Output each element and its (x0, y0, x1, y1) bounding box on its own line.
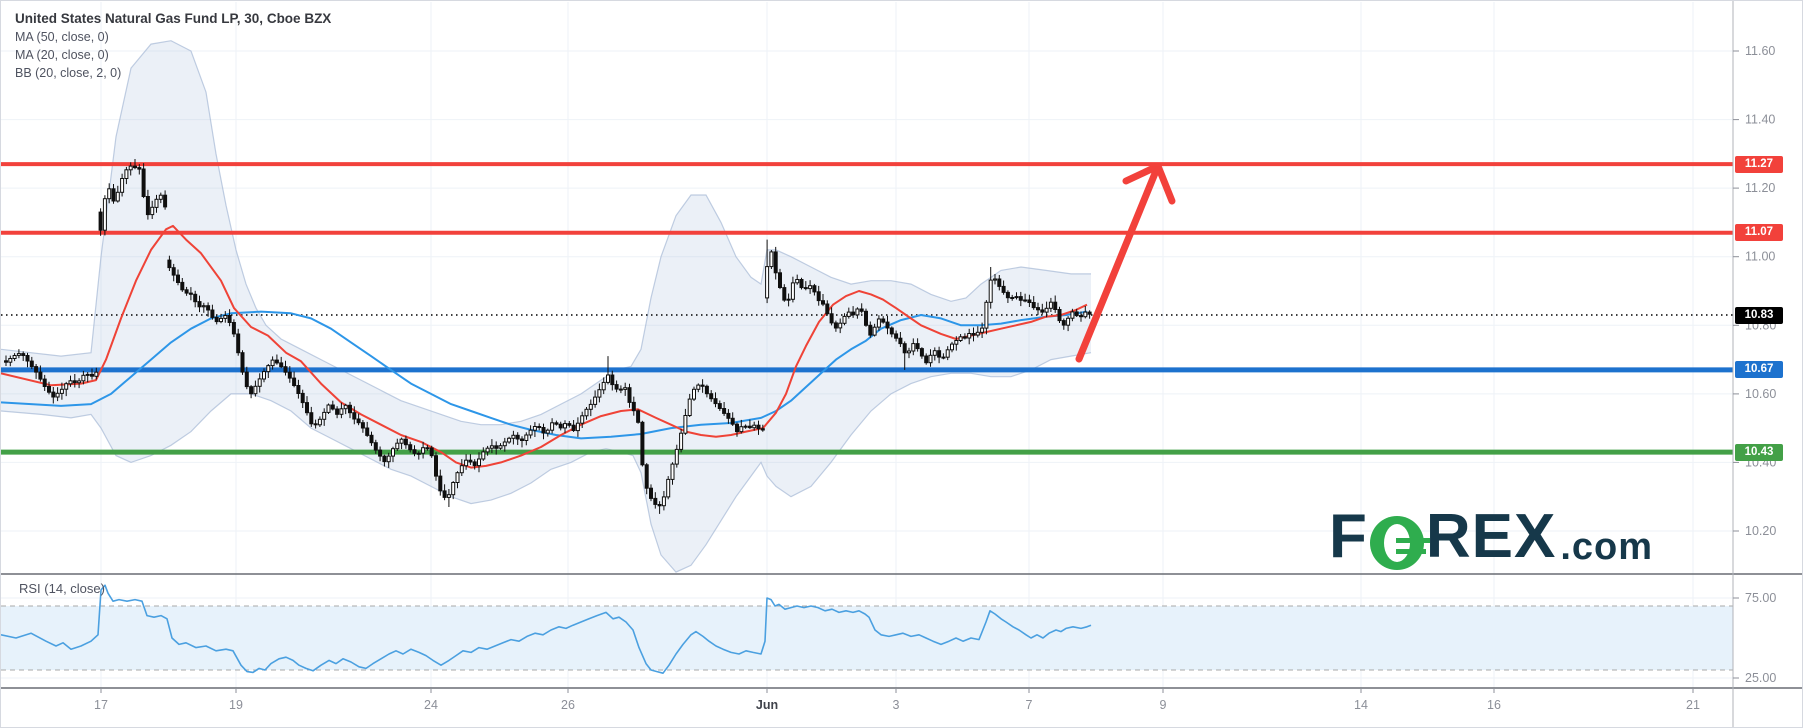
svg-text:11.40: 11.40 (1745, 113, 1775, 127)
svg-text:9: 9 (1160, 698, 1167, 712)
svg-text:75.00: 75.00 (1745, 591, 1776, 605)
rsi-pane (1, 584, 1733, 674)
price-tag-resistance-11-07[interactable]: 11.07 (1735, 224, 1783, 241)
logo-text-f: F (1329, 502, 1368, 571)
bollinger-upper-line (1, 40, 1091, 426)
candles-layer (4, 159, 1092, 514)
logo-text-com: .com (1560, 526, 1654, 568)
rsi-indicator-label: RSI (14, close) (19, 581, 105, 596)
svg-text:16: 16 (1487, 698, 1501, 712)
svg-text:7: 7 (1026, 698, 1033, 712)
time-axis-labels[interactable]: 17 19 24 26 Jun 3 7 9 14 16 21 (94, 688, 1700, 712)
logo-globe-o-icon (1369, 516, 1430, 570)
svg-text:10.20: 10.20 (1745, 524, 1776, 538)
svg-text:10.60: 10.60 (1745, 387, 1776, 401)
logo-text-rex: REX (1425, 502, 1557, 571)
svg-text:3: 3 (893, 698, 900, 712)
svg-text:11.60: 11.60 (1745, 44, 1775, 58)
ma-50-line (1, 310, 1088, 440)
price-tag-support-10-67[interactable]: 10.67 (1735, 361, 1783, 378)
svg-text:14: 14 (1354, 698, 1368, 712)
svg-text:19: 19 (229, 698, 243, 712)
price-tag-last-price[interactable]: 10.83 (1735, 307, 1783, 324)
svg-text:24: 24 (424, 698, 438, 712)
svg-text:17: 17 (94, 698, 108, 712)
svg-text:21: 21 (1686, 698, 1700, 712)
svg-text:Jun: Jun (756, 698, 778, 712)
price-tag-support-10-43[interactable]: 10.43 (1735, 444, 1783, 461)
projection-arrow[interactable] (1075, 162, 1176, 363)
svg-text:11.20: 11.20 (1745, 181, 1775, 195)
svg-text:25.00: 25.00 (1745, 671, 1776, 685)
svg-text:11.00: 11.00 (1745, 250, 1775, 264)
svg-text:26: 26 (561, 698, 575, 712)
ma-20-line (1, 224, 1088, 469)
forex-com-logo: F REX .com (1329, 502, 1654, 571)
price-tag-resistance-11-27[interactable]: 11.27 (1735, 156, 1783, 173)
rsi-line (1, 584, 1092, 674)
bollinger-band-fill (1, 40, 1091, 573)
bollinger-lower-line (1, 352, 1092, 573)
